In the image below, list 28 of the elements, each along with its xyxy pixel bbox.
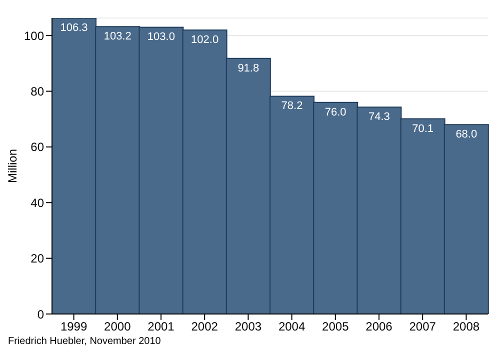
x-tick-label: 2008 xyxy=(452,320,480,334)
x-tick-label: 2002 xyxy=(191,320,218,334)
x-tick-label: 2000 xyxy=(104,320,132,334)
data-label: 78.2 xyxy=(281,100,303,112)
y-axis-title: Million xyxy=(5,148,20,184)
x-tick-label: 1999 xyxy=(60,320,88,334)
data-label: 103.0 xyxy=(147,31,175,44)
data-label: 103.2 xyxy=(104,30,132,43)
x-tick-label: 2005 xyxy=(322,320,350,334)
data-label: 76.0 xyxy=(324,106,346,118)
data-label: 102.0 xyxy=(191,34,219,46)
data-label: 74.3 xyxy=(368,111,390,124)
data-label: 106.3 xyxy=(60,22,88,34)
data-label: 68.0 xyxy=(456,128,478,141)
y-tick-label: 40 xyxy=(30,196,44,210)
x-tick-label: 2006 xyxy=(366,320,393,334)
data-label: 70.1 xyxy=(412,122,434,135)
x-tick-label: 2004 xyxy=(278,320,306,334)
y-tick-label: 80 xyxy=(30,84,44,98)
y-tick-label: 0 xyxy=(37,307,44,322)
data-label: 91.8 xyxy=(238,62,260,74)
x-tick-label: 2001 xyxy=(148,320,175,334)
y-tick-label: 60 xyxy=(30,140,44,154)
x-tick-label: 2007 xyxy=(409,320,436,334)
y-tick-label: 100 xyxy=(24,28,44,43)
y-tick-label: 20 xyxy=(30,252,44,266)
text: Friedrich Huebler, November 2010 xyxy=(8,336,161,347)
x-tick-label: 2003 xyxy=(234,320,262,334)
